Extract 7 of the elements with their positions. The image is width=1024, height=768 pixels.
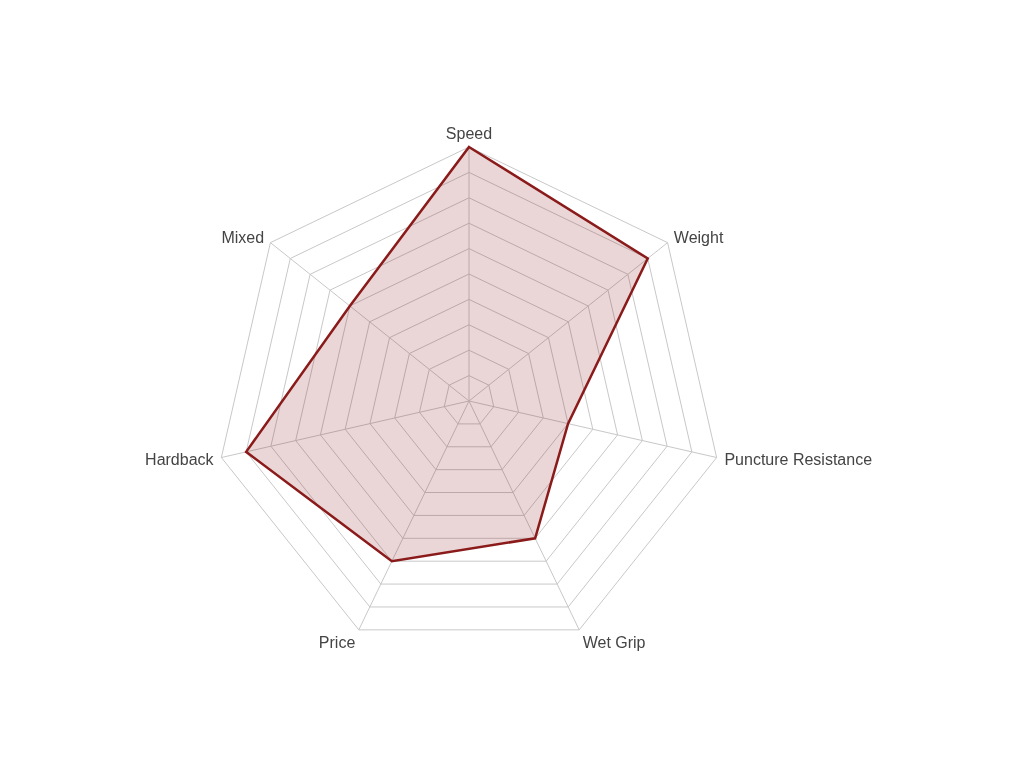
spoke-label: Hardback: [145, 450, 215, 468]
spoke-label: Price: [318, 634, 356, 652]
spoke-label: Mixed: [221, 229, 265, 247]
spoke-label: Weight: [673, 229, 724, 247]
spoke-label: Speed: [445, 125, 493, 142]
spoke-label: Wet Grip: [582, 634, 646, 652]
spoke-label: Puncture Resistance: [724, 450, 873, 468]
